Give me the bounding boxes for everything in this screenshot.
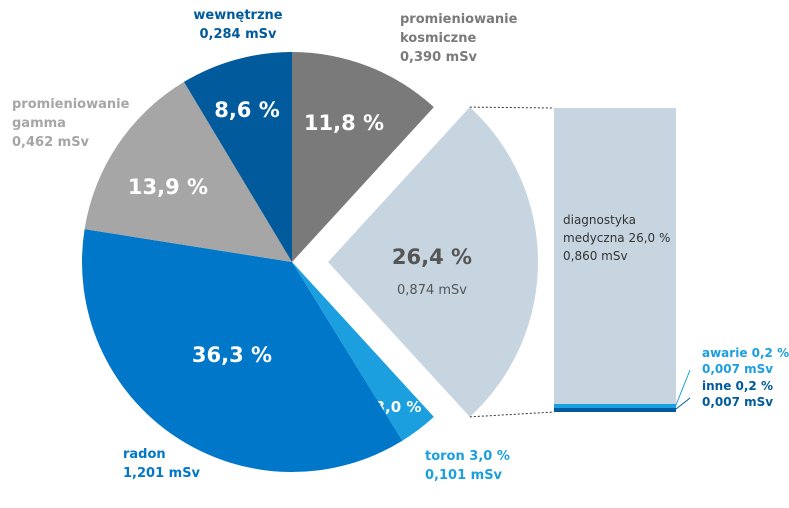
ext-label-gamma-line: 0,462 mSv [12,135,90,150]
leader-line-other [675,397,691,410]
breakdown-label-other-line: inne 0,2 % [702,379,773,393]
ext-label-cosmic-line: kosmiczne [400,31,476,46]
breakdown-label-other-line: 0,007 mSv [702,395,773,409]
slice-pct-label-radon: 36,3 % [192,343,272,367]
ext-label-internal: wewnętrzne 0,284 mSv [193,8,282,42]
breakdown-label-accidents-line: awarie 0,2 % [702,346,789,360]
ext-label-internal-line: wewnętrzne [193,8,282,23]
leader-line-accidents [675,369,691,406]
breakdown-segment-accidents [554,404,676,408]
breakdown-label-accidents: awarie 0,2 % 0,007 mSv [702,346,789,376]
ext-label-radon-line: 1,201 mSv [123,466,201,481]
ext-label-thoron-line: toron 3,0 % [425,449,510,464]
ext-label-gamma-line: gamma [12,116,66,131]
slice-pct-label-thoron: 3,0 % [375,398,422,416]
breakdown-segment-other [554,408,676,412]
slice-radon [81,229,403,473]
ext-label-radon: radon 1,201 mSv [123,447,201,481]
slice-sub-label-medical: 0,874 mSv [397,283,467,298]
slice-cosmic [292,52,434,262]
slice-medical [328,107,538,417]
ext-label-gamma-line: promieniowanie [12,97,130,112]
ext-label-gamma: promieniowanie gamma 0,462 mSv [12,97,130,150]
ext-label-cosmic-line: promieniowanie [400,12,518,27]
breakdown-segment-diagnostics [554,108,676,404]
ext-label-cosmic: promieniowanie kosmiczne 0,390 mSv [400,12,518,65]
ext-label-thoron-line: 0,101 mSv [425,468,503,483]
breakdown-label-accidents-line: 0,007 mSv [702,362,773,376]
slice-pct-label-gamma: 13,9 % [128,175,208,199]
connector-line-bottom [469,411,555,418]
breakdown-label-diagnostics-line: medyczna 26,0 % [563,231,670,245]
ext-label-thoron: toron 3,0 % 0,101 mSv [425,449,510,483]
slice-pct-label-cosmic: 11,8 % [304,111,384,135]
breakdown-label-other: inne 0,2 % 0,007 mSv [702,379,773,409]
slice-thoron [292,262,434,441]
ext-label-radon-line: radon [123,447,166,462]
slice-internal [183,52,292,262]
connector-line-top [469,106,555,109]
slice-pct-label-internal: 8,6 % [214,98,280,122]
slice-pct-label-medical: 26,4 % [392,245,472,269]
breakdown-label-diagnostics: diagnostyka medyczna 26,0 % 0,860 mSv [563,213,670,263]
slice-gamma [84,81,292,262]
breakdown-label-diagnostics-line: diagnostyka [563,213,636,227]
ext-label-cosmic-line: 0,390 mSv [400,50,478,65]
ext-label-internal-line: 0,284 mSv [199,27,277,42]
breakdown-label-diagnostics-line: 0,860 mSv [563,249,628,263]
